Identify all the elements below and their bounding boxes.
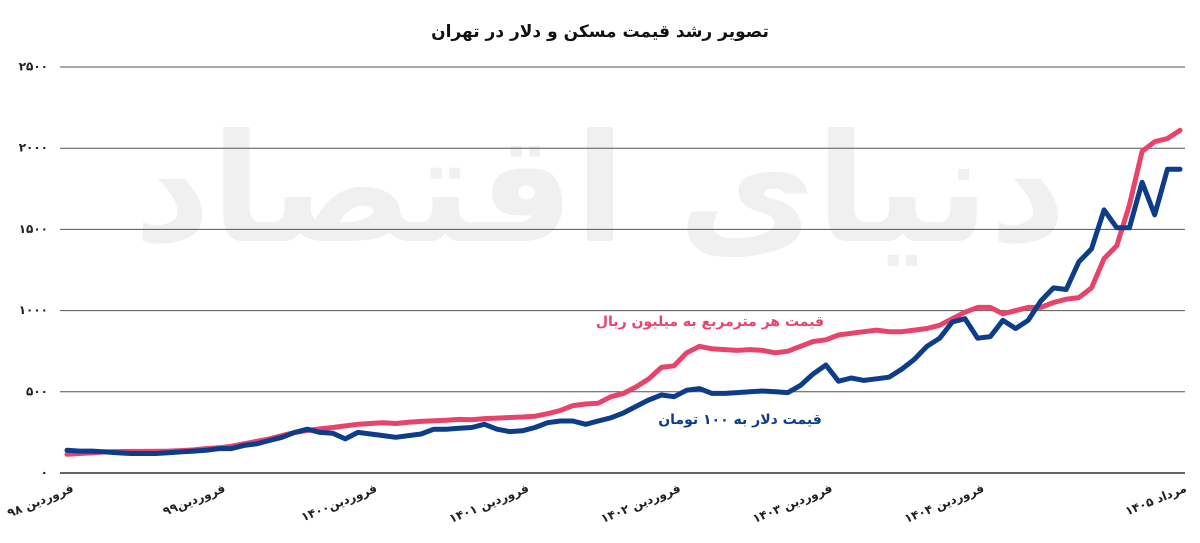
x-tick-label: فروردین ۹۸ <box>5 481 76 521</box>
x-tick-label: فروردین ۱۴۰۱ <box>447 481 531 527</box>
x-tick-label: فروردین ۱۴۰۴ <box>902 481 986 527</box>
y-tick-label: ۱۵۰۰ <box>19 222 48 236</box>
x-tick-label: فروردین۱۴۰۰ <box>299 481 379 525</box>
x-tick-label: فروردین۹۹ <box>161 481 228 520</box>
x-tick-label: فروردین ۱۴۰۲ <box>599 481 683 527</box>
chart-title: تصویر رشد قیمت مسکن و دلار در تهران <box>431 22 769 42</box>
y-tick-label: ۱۰۰۰ <box>19 303 48 317</box>
y-tick-label: ۲۰۰۰ <box>19 141 48 155</box>
series-label: قیمت هر مترمربع به میلیون ریال <box>596 314 824 330</box>
x-tick-label: فروردین ۱۴۰۳ <box>751 481 835 527</box>
series-label: قیمت دلار به ۱۰۰ تومان <box>658 412 822 428</box>
y-tick-label: ۵۰۰ <box>26 384 48 398</box>
watermark: دنیای اقتصاد <box>134 103 1067 277</box>
y-tick-label: ۰ <box>41 466 48 480</box>
y-tick-label: ۲۵۰۰ <box>19 60 48 74</box>
series-line <box>64 166 1183 456</box>
x-tick-label: مرداد ۱۴۰۵ <box>1123 481 1188 518</box>
